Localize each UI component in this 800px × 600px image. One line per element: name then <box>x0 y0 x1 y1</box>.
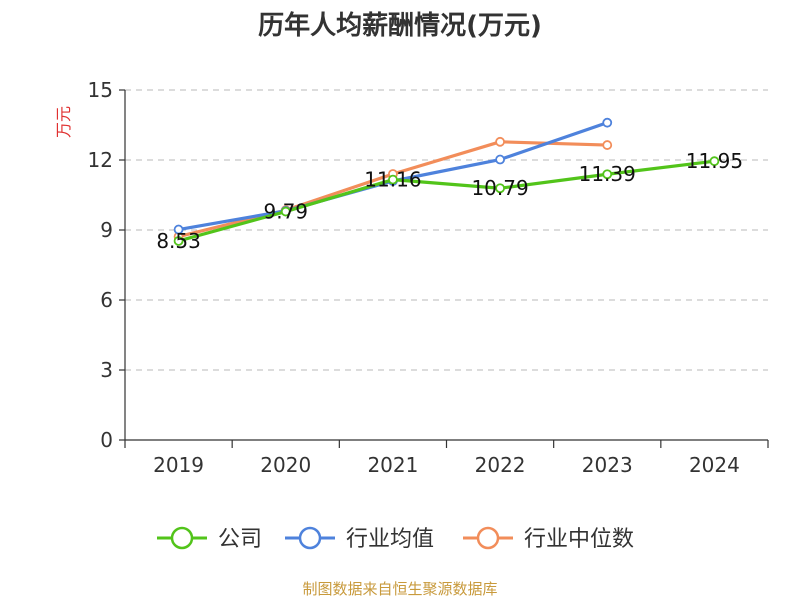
x-tick-label-2023: 2023 <box>582 453 633 477</box>
legend-marker-1 <box>298 526 322 550</box>
point-0-2021 <box>388 174 398 185</box>
data-label-2019: 8.53 <box>156 229 201 253</box>
point-2-2023 <box>602 140 613 150</box>
legend: 公司 行业均值 行业中位数 <box>157 526 634 552</box>
x-tick-label-2019: 2019 <box>153 453 204 477</box>
point-0-2024 <box>709 156 720 167</box>
point-0-2019 <box>173 236 184 246</box>
legend-label-2: 行业中位数 <box>524 527 634 552</box>
data-label-2024: 11.95 <box>686 149 743 173</box>
point-0-2023 <box>602 169 613 180</box>
data-labels: 8.53 9.79 11.16 10.79 11.39 11.95 <box>156 149 743 253</box>
data-label-2021: 11.16 <box>364 168 421 192</box>
legend-marker-2 <box>476 526 500 550</box>
data-label-2023: 11.39 <box>579 162 636 186</box>
series-group <box>173 117 720 246</box>
series-line-0 <box>176 159 717 243</box>
chart-title: 历年人均薪酬情况(万元) <box>258 10 542 41</box>
y-axis-label: 万元 <box>54 106 73 138</box>
x-tick-label-2020: 2020 <box>260 453 311 477</box>
point-0-2020 <box>280 206 291 217</box>
point-2-2022 <box>495 136 505 147</box>
data-source-note: 制图数据来自恒生聚源数据库 <box>302 580 497 598</box>
x-tick-label-2022: 2022 <box>475 453 526 477</box>
point-0-2022 <box>495 183 505 194</box>
x-tick-label-2021: 2021 <box>367 453 418 477</box>
legend-label-0: 公司 <box>218 527 262 552</box>
legend-marker-0 <box>170 526 194 550</box>
y-tick-label-12: 12 <box>88 148 113 172</box>
y-tick-label-6: 6 <box>100 288 113 312</box>
x-tick-label-2024: 2024 <box>689 453 740 477</box>
y-tick-label-0: 0 <box>100 428 113 452</box>
point-1-2022 <box>495 154 505 165</box>
grid-lines <box>125 89 768 371</box>
legend-label-1: 行业均值 <box>346 527 434 552</box>
y-tick-label-9: 9 <box>100 218 113 242</box>
point-1-2023 <box>602 117 613 128</box>
y-tick-label-15: 15 <box>88 78 113 102</box>
data-label-2020: 9.79 <box>263 200 308 224</box>
y-tick-label-3: 3 <box>100 358 113 382</box>
point-1-2019 <box>173 224 184 235</box>
data-label-2022: 10.79 <box>471 176 528 200</box>
axes: 0 3 6 9 12 15 2019 2020 2021 2022 2023 2024 <box>88 78 769 477</box>
